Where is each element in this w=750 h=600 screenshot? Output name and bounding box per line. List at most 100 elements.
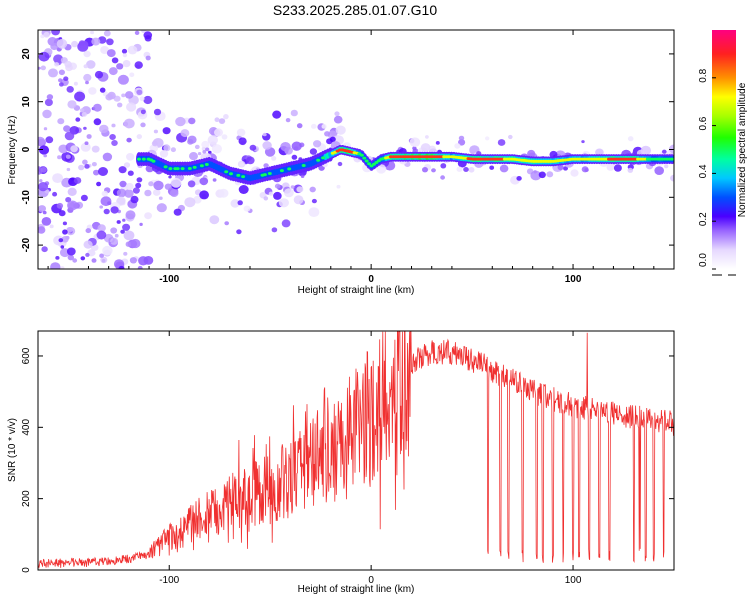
x-tick-label: -100 xyxy=(159,575,179,586)
noise-blob xyxy=(291,141,302,151)
noise-blob xyxy=(153,108,162,116)
noise-blob xyxy=(85,252,90,257)
noise-blob xyxy=(117,74,129,85)
snr-y-label: SNR (10 * v/v) xyxy=(7,418,18,482)
noise-blob xyxy=(194,144,200,150)
noise-blob xyxy=(458,135,465,141)
noise-blob xyxy=(101,190,109,197)
noise-blob xyxy=(246,156,255,165)
noise-blob xyxy=(125,241,132,247)
noise-blob xyxy=(122,218,126,222)
noise-blob xyxy=(110,237,119,245)
noise-blob xyxy=(237,200,243,206)
noise-blob xyxy=(91,37,101,46)
noise-blob xyxy=(105,93,113,101)
noise-blob xyxy=(79,108,85,113)
noise-blob xyxy=(57,155,62,160)
noise-blob xyxy=(56,38,68,49)
noise-blob xyxy=(43,154,47,158)
noise-blob xyxy=(99,253,104,258)
noise-blob xyxy=(164,183,172,190)
noise-blob xyxy=(80,256,86,261)
noise-blob xyxy=(530,170,542,181)
noise-blob xyxy=(336,184,341,189)
noise-blob xyxy=(281,219,291,228)
noise-blob xyxy=(61,236,69,243)
noise-blob xyxy=(309,186,316,193)
noise-blob xyxy=(290,109,298,117)
noise-blob xyxy=(173,208,182,216)
snr-series xyxy=(38,331,674,569)
noise-blob xyxy=(91,145,100,153)
snr-y-ticks: 0 200 400 600 xyxy=(21,347,674,573)
x-tick-label: 0 xyxy=(368,575,374,586)
noise-blob xyxy=(627,167,634,173)
noise-blob xyxy=(85,228,92,234)
noise-blob xyxy=(140,122,146,128)
noise-blob xyxy=(82,159,88,165)
noise-blob xyxy=(43,127,48,131)
noise-blob xyxy=(52,191,58,197)
spectrogram-ridge xyxy=(136,144,674,186)
noise-blob xyxy=(91,251,96,256)
noise-blob xyxy=(409,137,421,147)
noise-blob xyxy=(199,190,210,200)
noise-blob xyxy=(285,118,291,123)
ridge-peak xyxy=(199,164,204,168)
noise-blob xyxy=(290,185,295,189)
noise-blob xyxy=(291,154,298,160)
noise-blob xyxy=(58,69,65,76)
noise-blob xyxy=(627,136,634,142)
noise-blob xyxy=(39,179,43,183)
noise-blob xyxy=(670,174,674,182)
noise-blob xyxy=(324,131,331,137)
colorbar: 0.0 0.2 0.4 0.6 0.8 Normalized spectral ampl… xyxy=(698,30,748,276)
noise-blob xyxy=(238,161,245,167)
noise-blob xyxy=(134,61,143,69)
noise-blob xyxy=(116,196,126,205)
noise-blob xyxy=(262,132,267,137)
noise-blob xyxy=(125,210,136,220)
ridge-peak xyxy=(137,157,141,161)
noise-blob xyxy=(64,60,72,68)
noise-blob xyxy=(98,167,108,176)
noise-blob xyxy=(129,72,135,78)
noise-blob xyxy=(123,251,128,256)
noise-blob xyxy=(170,177,182,188)
noise-blob xyxy=(163,144,171,152)
noise-blob xyxy=(80,194,88,202)
noise-blob xyxy=(274,183,281,189)
noise-blob xyxy=(62,221,67,226)
noise-blob xyxy=(180,129,190,138)
colorbar-tick-label: 0.4 xyxy=(698,164,709,178)
noise-blob xyxy=(44,98,53,107)
noise-blob xyxy=(123,230,135,241)
noise-blob xyxy=(74,91,86,102)
noise-blob xyxy=(52,173,63,184)
noise-blob xyxy=(94,70,104,79)
noise-blob xyxy=(249,144,257,151)
noise-blob xyxy=(199,177,209,186)
ridge-peak xyxy=(321,156,326,160)
noise-blob xyxy=(209,215,220,225)
noise-blob xyxy=(93,118,102,126)
noise-blob xyxy=(97,224,106,232)
snr-panel: -100 0 100 0 200 400 600 Height of straight l… xyxy=(7,330,675,595)
noise-blob xyxy=(168,175,172,179)
noise-blob xyxy=(214,128,223,137)
noise-blob xyxy=(122,53,128,58)
noise-blob xyxy=(111,57,119,64)
noise-blob xyxy=(58,238,64,243)
ridge-peak xyxy=(316,158,321,162)
figure-title: S233.2025.285.01.07.G10 xyxy=(273,2,437,18)
noise-blob xyxy=(468,167,475,173)
noise-blob xyxy=(497,139,506,146)
noise-blob xyxy=(103,208,110,215)
noise-blob xyxy=(313,140,322,148)
colorbar-ticks: 0.0 0.2 0.4 0.6 0.8 xyxy=(698,68,736,276)
noise-blob xyxy=(144,189,152,197)
noise-blob xyxy=(126,102,137,112)
ridge-peak xyxy=(163,165,168,169)
noise-blob xyxy=(175,116,186,127)
noise-blob xyxy=(67,100,77,109)
